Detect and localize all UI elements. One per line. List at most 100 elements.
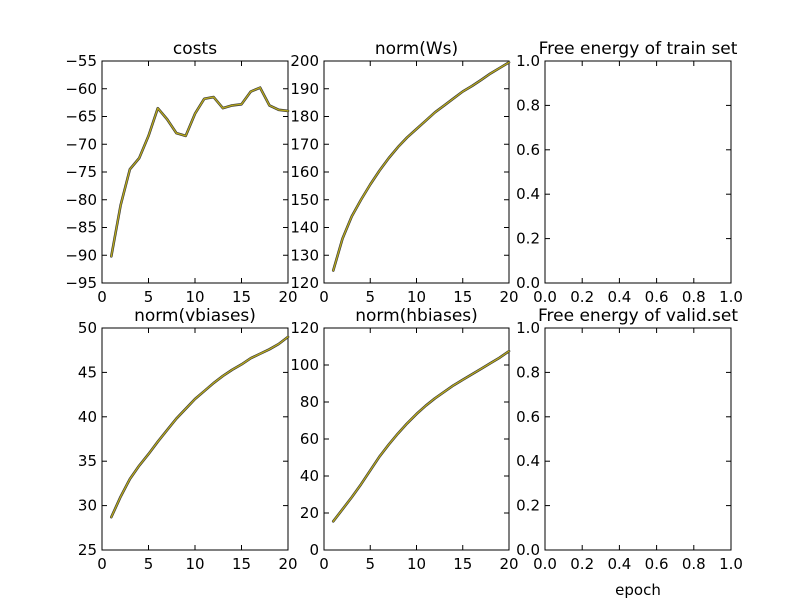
series-line-norm-hbiases bbox=[332, 350, 510, 522]
data-point bbox=[360, 483, 362, 485]
axes-frame bbox=[544, 327, 732, 551]
data-point bbox=[250, 90, 252, 93]
x-tick-label: 20 bbox=[278, 288, 297, 306]
x-tick-label: 0.4 bbox=[607, 288, 631, 306]
data-point bbox=[360, 199, 362, 201]
data-point bbox=[110, 516, 112, 518]
x-tick-label: 20 bbox=[499, 288, 518, 306]
y-tick-label: 1.0 bbox=[516, 319, 540, 337]
data-point bbox=[175, 132, 177, 134]
data-point bbox=[351, 215, 353, 217]
y-tick-label: 0.0 bbox=[516, 274, 540, 292]
x-tick-label: 0.8 bbox=[682, 555, 706, 573]
data-point bbox=[240, 103, 243, 105]
data-point bbox=[240, 363, 243, 366]
y-tick-label: −95 bbox=[65, 274, 97, 292]
y-tick-label: 0.0 bbox=[516, 541, 540, 559]
data-point bbox=[194, 398, 196, 400]
y-tick-label: −65 bbox=[65, 108, 97, 126]
data-point bbox=[499, 357, 501, 359]
x-tick-label: 15 bbox=[453, 555, 472, 573]
data-point bbox=[185, 408, 187, 410]
chart-free-energy-of-valid-set: 0.0 0.2 0.4 0.6 0.8 1.00.00.20.40.60.81.0Free… bbox=[516, 306, 743, 599]
data-point bbox=[471, 373, 473, 375]
y-tick-label: 40 bbox=[78, 408, 97, 426]
data-point bbox=[213, 382, 215, 384]
x-tick-label: 5 bbox=[365, 288, 375, 306]
data-point bbox=[147, 135, 150, 137]
y-tick-label: 140 bbox=[290, 219, 319, 237]
data-point bbox=[388, 157, 390, 159]
y-tick-label: 120 bbox=[290, 319, 319, 337]
x-tick-label: 20 bbox=[278, 555, 297, 573]
series-line-norm-vbiases bbox=[110, 336, 289, 518]
y-tick-label: 1.0 bbox=[516, 52, 540, 70]
data-point bbox=[341, 508, 344, 510]
x-tick-label: 15 bbox=[453, 288, 472, 306]
y-tick-label: 0.4 bbox=[516, 185, 540, 203]
y-tick-label: 120 bbox=[290, 274, 319, 292]
data-point bbox=[259, 353, 261, 355]
data-point bbox=[480, 79, 482, 81]
y-tick-label: 0 bbox=[309, 541, 319, 559]
data-point bbox=[268, 348, 270, 350]
y-tick-label: 0.2 bbox=[516, 230, 540, 248]
data-point bbox=[129, 168, 131, 170]
chart-costs: 0 5 10 15 20 −95 −90 −85 −80 −75 −70 −65 −60 −55 costs bbox=[65, 39, 297, 306]
data-point bbox=[341, 238, 344, 240]
data-point bbox=[278, 343, 280, 345]
x-tick-label: 0.6 bbox=[645, 555, 669, 573]
y-tick-label: 45 bbox=[78, 363, 97, 381]
chart-title: Free energy of valid.set bbox=[538, 306, 738, 326]
data-point bbox=[397, 146, 399, 148]
y-tick-label: 80 bbox=[300, 393, 319, 411]
data-point bbox=[157, 107, 159, 109]
y-tick-label: 0.8 bbox=[516, 363, 540, 381]
data-point bbox=[406, 136, 408, 138]
chart-title: norm(Ws) bbox=[375, 39, 458, 59]
data-point bbox=[425, 120, 427, 122]
data-point bbox=[369, 469, 371, 472]
data-point bbox=[443, 104, 445, 106]
data-point bbox=[378, 170, 381, 172]
data-point bbox=[250, 357, 252, 359]
data-point bbox=[138, 157, 140, 159]
y-tick-label: 190 bbox=[290, 80, 319, 98]
x-tick-label: 10 bbox=[185, 555, 204, 573]
axes-frame bbox=[323, 327, 510, 551]
x-tick-label: 0.2 bbox=[570, 555, 594, 573]
data-point bbox=[415, 128, 418, 130]
data-point bbox=[166, 118, 168, 120]
x-tick-label: 5 bbox=[144, 555, 154, 573]
data-point bbox=[175, 417, 177, 420]
data-point bbox=[120, 496, 122, 498]
data-point bbox=[462, 90, 464, 93]
chart-title: norm(hbiases) bbox=[355, 306, 478, 326]
data-point bbox=[332, 269, 334, 272]
chart-norm-ws: 0 5 10 15 20 120 130 140 150 160 170 180 190 200 norm(… bbox=[290, 39, 518, 306]
x-tick-label: 0 bbox=[319, 288, 329, 306]
data-point bbox=[203, 390, 205, 392]
y-tick-label: −85 bbox=[65, 219, 97, 237]
data-point bbox=[287, 336, 289, 338]
x-tick-label: 20 bbox=[499, 555, 518, 573]
data-point bbox=[185, 135, 187, 137]
x-tick-label: 10 bbox=[407, 288, 426, 306]
x-axis-label: epoch bbox=[615, 581, 661, 599]
data-point bbox=[415, 413, 418, 415]
data-point bbox=[259, 87, 261, 89]
y-tick-label: 180 bbox=[290, 108, 319, 126]
data-point bbox=[110, 255, 112, 257]
y-tick-label: −70 bbox=[65, 135, 97, 153]
data-point bbox=[397, 432, 399, 435]
y-tick-label: 170 bbox=[290, 135, 319, 153]
data-point bbox=[278, 109, 280, 111]
x-tick-label: 0.6 bbox=[645, 288, 669, 306]
y-tick-label: 35 bbox=[78, 452, 97, 470]
data-point bbox=[462, 379, 464, 381]
data-point bbox=[129, 478, 131, 480]
data-point bbox=[471, 85, 473, 87]
y-tick-label: 0.6 bbox=[516, 408, 540, 426]
y-tick-label: 50 bbox=[78, 319, 97, 337]
data-point bbox=[452, 384, 455, 386]
